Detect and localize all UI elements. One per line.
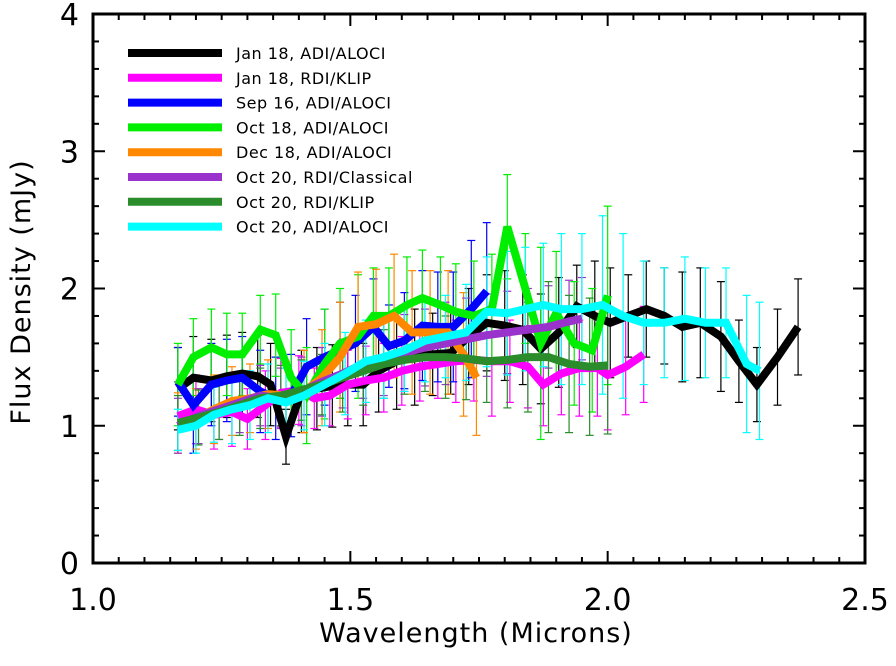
y-tick-label: 0 — [60, 547, 79, 582]
x-tick-label: 2.0 — [584, 583, 632, 618]
legend-label: Oct 20, RDI/KLIP — [236, 193, 375, 212]
legend-label: Sep 16, ADI/ALOCI — [236, 94, 391, 113]
y-axis-title: Flux Density (mJy) — [6, 159, 37, 424]
legend: Jan 18, ADI/ALOCI Jan 18, RDI/KLIP Sep 16,… — [128, 44, 413, 237]
legend-label: Dec 18, ADI/ALOCI — [236, 143, 392, 162]
tick-labels-layer: 1.0 1.5 2.0 2.5 0 1 2 3 4 — [60, 0, 889, 618]
legend-label: Oct 20, ADI/ALOCI — [236, 218, 389, 237]
x-tick-label: 1.0 — [69, 583, 117, 618]
series-line — [177, 300, 762, 434]
legend-label: Oct 20, RDI/Classical — [236, 168, 413, 187]
series-lines-layer — [174, 225, 802, 450]
x-tick-label: 2.5 — [841, 583, 889, 618]
legend-label: Jan 18, ADI/ALOCI — [235, 44, 386, 63]
y-tick-label: 2 — [60, 273, 79, 308]
y-tick-label: 4 — [60, 0, 79, 33]
y-tick-label: 3 — [60, 135, 79, 170]
y-tick-label: 1 — [60, 410, 79, 445]
x-axis-title: Wavelength (Microns) — [319, 618, 633, 649]
plot-frame — [91, 12, 867, 565]
legend-label: Jan 18, RDI/KLIP — [235, 69, 372, 88]
axis-ticks-layer — [92, 13, 866, 564]
series-line — [176, 351, 646, 424]
x-tick-label: 1.5 — [326, 583, 374, 618]
legend-label: Oct 18, ADI/ALOCI — [236, 118, 389, 137]
